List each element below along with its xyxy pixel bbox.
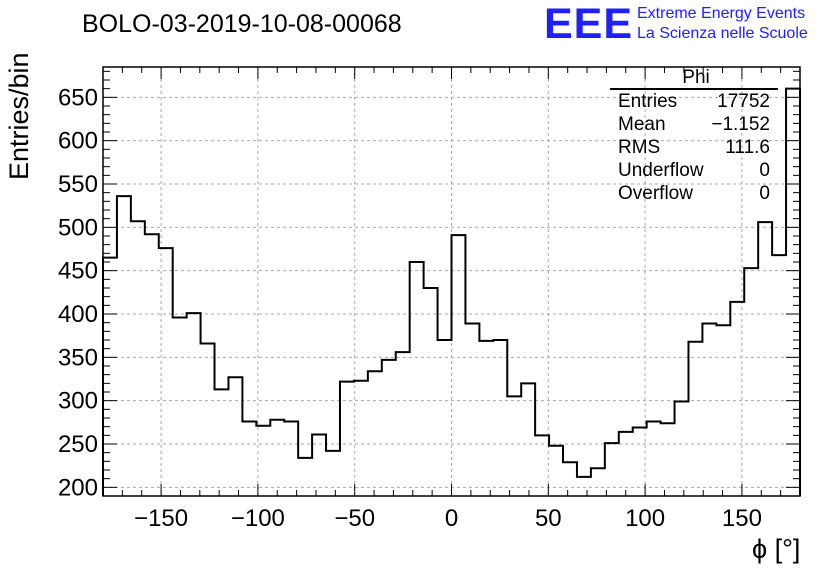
- stats-value: −1.152: [711, 114, 770, 135]
- y-tick-label: 500: [58, 214, 98, 241]
- x-tick-label: 0: [445, 505, 458, 532]
- axis-ticks: [102, 67, 801, 496]
- y-tick-label: 300: [58, 388, 98, 415]
- stats-row: Mean −1.152: [610, 113, 778, 136]
- tick-labels: −150 −100 −50 0 50 100 150 200 250 300 350 400 450 50…: [58, 84, 762, 532]
- stats-value: 17752: [717, 91, 770, 112]
- x-tick-label: 50: [535, 505, 562, 532]
- y-tick-label: 650: [58, 84, 98, 111]
- x-tick-label: 150: [722, 505, 762, 532]
- stats-row: Entries 17752: [610, 90, 778, 113]
- stats-row: RMS 111.6: [610, 136, 778, 159]
- brand-text: Extreme Energy Events La Scienza nelle S…: [637, 4, 808, 44]
- stats-label: RMS: [618, 137, 661, 158]
- eee-logo: EEE: [544, 0, 634, 48]
- y-tick-label: 450: [58, 258, 98, 285]
- brand-line-2: La Scienza nelle Scuole: [637, 25, 808, 42]
- y-tick-label: 200: [58, 474, 98, 501]
- x-tick-label: 100: [625, 505, 665, 532]
- stats-label: Entries: [618, 91, 678, 112]
- x-axis-label: ϕ [°]: [752, 534, 801, 564]
- stats-label: Mean: [618, 114, 666, 135]
- y-tick-label: 350: [58, 344, 98, 371]
- y-axis-label: Entries/bin: [4, 52, 34, 180]
- y-tick-label: 400: [58, 301, 98, 328]
- stats-box: Phi Entries 17752 Mean −1.152 RMS 111.6 Und…: [610, 68, 778, 205]
- stats-value: 111.6: [725, 137, 770, 158]
- stats-row: Overflow 0: [610, 182, 778, 205]
- stats-value: 0: [759, 160, 770, 181]
- stats-row: Underflow 0: [610, 159, 778, 182]
- x-tick-label: −50: [334, 505, 375, 532]
- chart-title: BOLO-03-2019-10-08-00068: [82, 10, 402, 38]
- y-tick-label: 550: [58, 171, 98, 198]
- stats-label: Overflow: [618, 183, 693, 204]
- brand-line-1: Extreme Energy Events: [637, 5, 806, 22]
- histogram-series: [102, 87, 801, 496]
- stats-value: 0: [759, 183, 770, 204]
- x-tick-label: −100: [231, 505, 285, 532]
- x-tick-label: −150: [134, 505, 188, 532]
- stats-title: Phi: [610, 68, 778, 90]
- y-tick-label: 600: [58, 128, 98, 155]
- stats-label: Underflow: [618, 160, 704, 181]
- y-tick-label: 250: [58, 431, 98, 458]
